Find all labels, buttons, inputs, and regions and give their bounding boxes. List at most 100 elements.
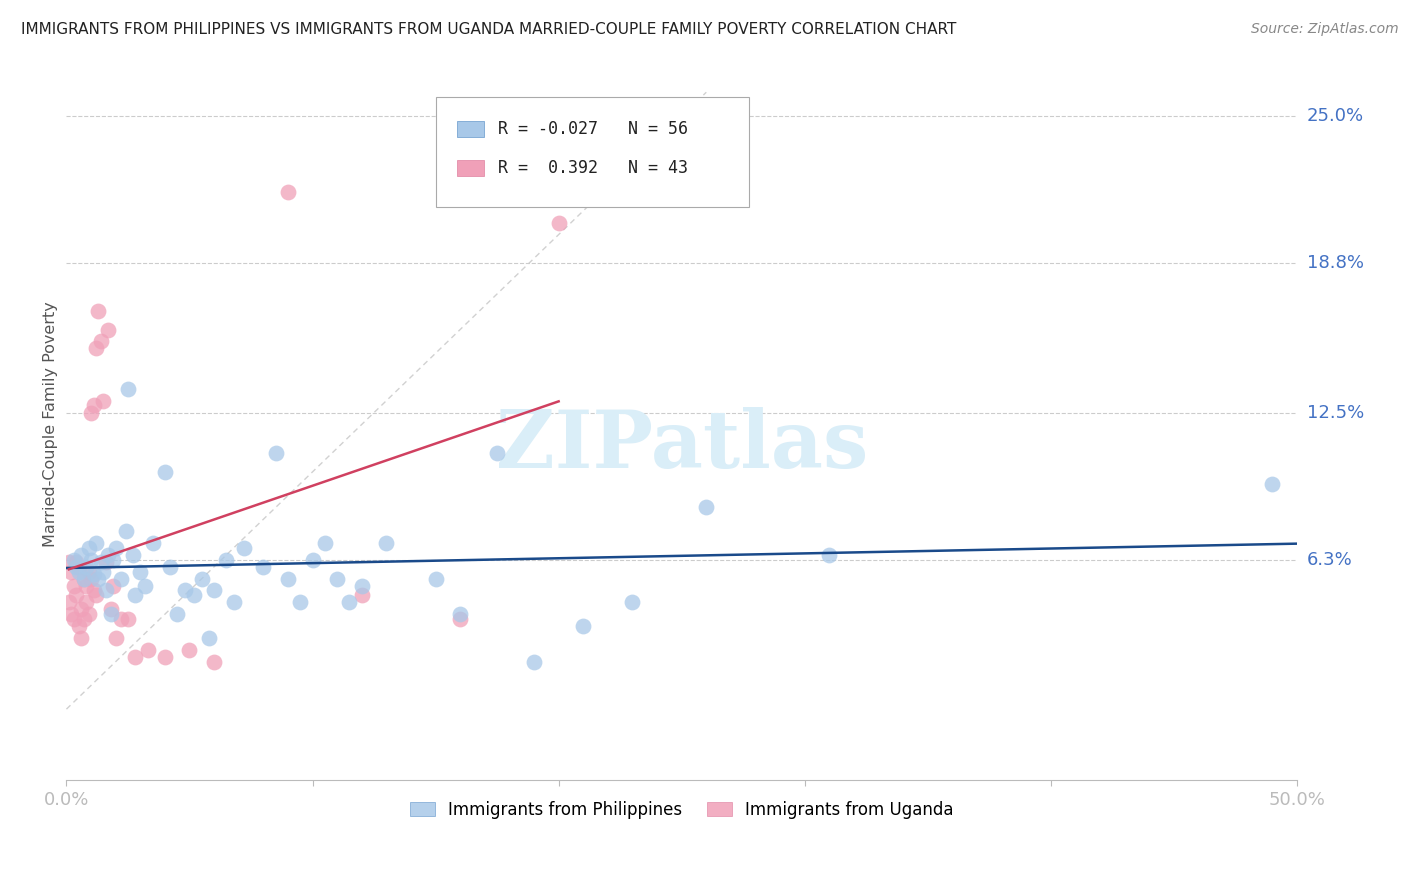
Point (142, 536, 165, 550)
Point (87, 303, 110, 318)
Point (486, 446, 509, 460)
Point (350, 579, 373, 593)
Point (65, 588, 87, 602)
Text: 12.5%: 12.5% (1306, 403, 1364, 422)
Point (159, 559, 181, 574)
Point (83, 583, 105, 598)
Text: 18.8%: 18.8% (1306, 254, 1364, 272)
Point (63, 612, 86, 626)
Point (97, 548, 120, 562)
FancyBboxPatch shape (457, 121, 484, 136)
Point (75, 579, 97, 593)
Text: Source: ZipAtlas.com: Source: ZipAtlas.com (1251, 22, 1399, 37)
Point (70, 631, 93, 645)
Point (103, 552, 125, 566)
Point (252, 559, 274, 574)
Point (73, 612, 96, 626)
Point (198, 631, 221, 645)
Point (77, 607, 100, 622)
Legend: Immigrants from Philippines, Immigrants from Uganda: Immigrants from Philippines, Immigrants … (404, 794, 960, 825)
FancyBboxPatch shape (436, 97, 749, 207)
Point (67, 619, 90, 633)
Point (124, 649, 146, 664)
Point (129, 565, 152, 579)
Point (202, 583, 225, 598)
Point (110, 612, 132, 626)
Point (153, 465, 176, 479)
Point (70, 602, 93, 616)
Point (117, 382, 139, 396)
Point (134, 579, 156, 593)
Point (301, 552, 323, 566)
Point (94, 583, 117, 598)
FancyBboxPatch shape (457, 161, 484, 176)
Point (314, 536, 336, 550)
Point (110, 572, 132, 586)
Point (173, 583, 195, 598)
Point (84, 536, 107, 550)
Point (179, 642, 201, 657)
Y-axis label: Married-Couple Family Poverty: Married-Couple Family Poverty (44, 301, 58, 548)
Point (215, 552, 238, 566)
Point (136, 642, 159, 657)
Text: 6.3%: 6.3% (1306, 550, 1353, 568)
Point (100, 602, 122, 616)
Point (818, 548, 841, 562)
Text: R = -0.027   N = 56: R = -0.027 N = 56 (498, 120, 689, 138)
Point (94, 555, 117, 569)
Point (191, 572, 214, 586)
Text: IMMIGRANTS FROM PHILIPPINES VS IMMIGRANTS FROM UGANDA MARRIED-COUPLE FAMILY POVE: IMMIGRANTS FROM PHILIPPINES VS IMMIGRANT… (21, 22, 956, 37)
Point (104, 541, 127, 555)
Point (77, 541, 100, 555)
Point (264, 446, 287, 460)
Point (375, 536, 398, 550)
Point (90, 555, 112, 569)
Point (425, 572, 447, 586)
Point (183, 588, 205, 602)
Point (117, 612, 139, 626)
Point (63, 552, 86, 566)
Point (67, 565, 90, 579)
Text: R =  0.392   N = 43: R = 0.392 N = 43 (498, 159, 689, 178)
Point (75, 595, 97, 609)
Point (73, 572, 96, 586)
Point (87, 572, 110, 586)
Point (97, 322, 120, 336)
Point (695, 500, 717, 515)
Point (60, 607, 83, 622)
Point (104, 631, 127, 645)
Point (166, 607, 188, 622)
Point (103, 579, 125, 593)
Point (75, 559, 97, 574)
Point (67, 559, 90, 574)
Point (621, 595, 644, 609)
Point (122, 548, 145, 562)
Point (58, 555, 80, 569)
Text: 25.0%: 25.0% (1306, 107, 1364, 125)
Point (114, 524, 136, 538)
Point (572, 619, 595, 633)
Point (222, 595, 245, 609)
Point (290, 595, 312, 609)
Point (93, 393, 115, 408)
Text: ZIPatlas: ZIPatlas (495, 407, 868, 484)
Point (202, 655, 225, 669)
Point (523, 655, 546, 669)
Point (65, 559, 87, 574)
Point (80, 552, 103, 566)
Point (124, 588, 146, 602)
Point (277, 572, 299, 586)
Point (326, 572, 349, 586)
Point (80, 572, 103, 586)
Point (93, 565, 115, 579)
Point (73, 572, 96, 586)
Point (83, 399, 105, 413)
Point (77, 565, 100, 579)
Point (339, 595, 361, 609)
Point (153, 649, 176, 664)
Point (65, 555, 87, 569)
Point (232, 541, 254, 555)
Point (84, 342, 107, 356)
Point (100, 607, 122, 622)
Point (60, 565, 83, 579)
